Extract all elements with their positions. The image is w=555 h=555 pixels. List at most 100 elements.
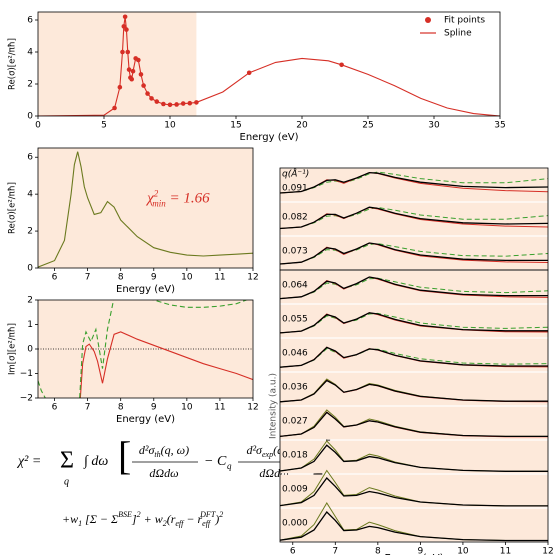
strip-label: 0.082 (282, 213, 308, 223)
line-series (280, 477, 548, 507)
x-tick-label: 20 (296, 121, 308, 131)
formula-part: ) (214, 512, 219, 526)
line-series (280, 276, 548, 300)
formula-lhs: χ² = (16, 454, 41, 469)
x-tick-label: 8 (118, 403, 124, 413)
line-series (280, 510, 548, 542)
y-axis-label: Re(σ)[e²/πħ] (8, 182, 18, 234)
strip-label: 0.046 (282, 349, 308, 359)
plot-frame (37, 11, 501, 117)
x-tick-label: 35 (494, 121, 505, 131)
formula-integral: ∫ dω (83, 454, 108, 469)
x-tick-label: 10 (181, 403, 193, 413)
formula-part: d²σ (246, 443, 263, 457)
x-tick-label: 9 (151, 273, 157, 283)
plot-area (38, 300, 253, 398)
chart: 0 2 4 6 0 5 10 15 20 25 30 35 Energy (eV) Re(σ)[e²/πħ… (8, 11, 506, 143)
strip-label: 0.073 (282, 247, 308, 257)
annotation-part: = 1.66 (166, 191, 210, 207)
y-tick-label: −1 (20, 369, 33, 379)
line-series (38, 151, 253, 268)
line-series (38, 16, 500, 116)
formula-minus: − C (204, 454, 227, 469)
shaded-span (38, 12, 197, 116)
formula-part: th (154, 450, 160, 459)
y-tick-label: 6 (27, 153, 33, 163)
x-tick-label: 11 (214, 273, 225, 283)
x-tick-label: 7 (85, 273, 91, 283)
formula-part: (r (167, 512, 176, 526)
x-tick-label: 7 (85, 403, 91, 413)
x-tick-label: 9 (418, 547, 424, 555)
x-tick-label: 0 (35, 121, 41, 131)
formula-part: + w (141, 512, 163, 526)
line-series (280, 277, 548, 300)
plot-frame (279, 269, 549, 543)
x-tick-label: 11 (214, 403, 225, 413)
x-tick-label: 6 (290, 547, 296, 555)
x-tick-label: 6 (52, 403, 58, 413)
strip-header: q(Å⁻¹) (282, 168, 309, 180)
line-series (280, 171, 548, 194)
x-tick-label: 7 (332, 547, 338, 555)
strip-label: 0.091 (282, 184, 308, 194)
formula-part: [Σ − Σ (82, 512, 118, 526)
strip-label: 0.064 (282, 281, 308, 291)
formula-part: 2 (137, 510, 141, 519)
formula-part: − r (183, 512, 202, 526)
plot-area (38, 14, 500, 116)
formula-sum-index: q (64, 476, 69, 487)
annotation-part: χ (145, 191, 154, 207)
x-tick-label: 30 (428, 121, 440, 131)
annotation-part: 2 (154, 189, 159, 199)
y-tick-label: 0 (27, 345, 33, 355)
plot-background (38, 148, 253, 268)
x-axis-label: Energy (eV) (116, 284, 175, 295)
line-series (280, 346, 548, 368)
x-tick-label: 12 (542, 547, 553, 555)
plot-frame (37, 147, 254, 269)
formula-part: 1 (78, 519, 82, 528)
y-tick-label: −2 (20, 394, 33, 404)
formula-part: eff (175, 519, 185, 528)
line-series (280, 312, 548, 334)
plot-area (280, 171, 548, 265)
x-tick-label: 8 (118, 273, 124, 283)
formula-part: ] (131, 512, 137, 526)
x-tick-label: 25 (362, 121, 373, 131)
formula-part: +w (62, 512, 78, 526)
formula-part: d²σ (139, 443, 156, 457)
x-axis-label: Energy (eV) (385, 553, 444, 555)
x-tick-label: 15 (230, 121, 241, 131)
strip-background (280, 372, 548, 406)
x-tick-label: 9 (151, 403, 157, 413)
formula-part: 2 (219, 510, 223, 519)
formula-den1: dΩdω (149, 466, 178, 480)
line-series (280, 171, 548, 194)
x-axis-label: Energy (eV) (240, 132, 299, 143)
y-tick-label: 6 (27, 16, 33, 26)
strip-background (280, 270, 548, 304)
x-tick-label: 11 (500, 547, 511, 555)
chart: 0.091 0.082 0.073 q(Å⁻¹) (279, 168, 549, 271)
y-tick-label: 0 (27, 112, 33, 122)
line-series (280, 411, 548, 438)
strip-background (280, 474, 548, 508)
x-axis-label: Energy (eV) (116, 414, 175, 425)
formula-part: exp (262, 450, 273, 459)
line-series (280, 379, 548, 403)
strip-label: 0.000 (282, 519, 308, 529)
y-axis-label: Re(σ)[e²/πħ] (8, 38, 18, 90)
strip-label: 0.009 (282, 485, 308, 495)
y-tick-label: 2 (27, 227, 33, 237)
line-series (79, 331, 253, 398)
formula-sum: Σ (60, 448, 74, 474)
line-series (280, 444, 548, 472)
formula-part: (q, ω) (161, 443, 189, 457)
strip-label: 0.055 (282, 315, 308, 325)
y-axis-label: Im[σ][e²/πħ] (8, 323, 18, 375)
formula-part: eff (202, 519, 212, 528)
